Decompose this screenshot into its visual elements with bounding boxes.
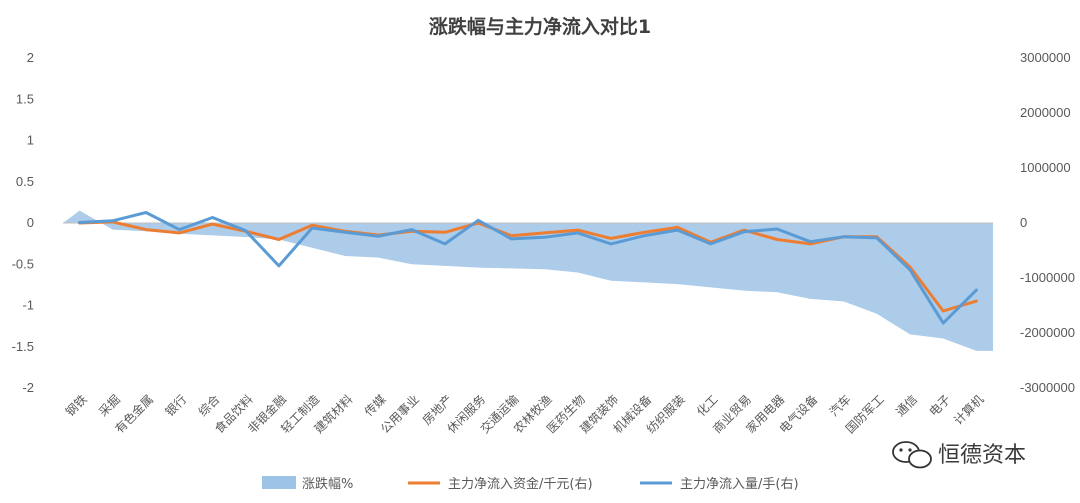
legend-label: 主力净流入量/手(右) xyxy=(680,477,799,492)
left-tick-label: 0.5 xyxy=(16,174,34,189)
chart-title: 涨跌幅与主力净流入对比1 xyxy=(429,15,651,38)
left-axis: 2 1.5 1 0.5 0 -0.5 -1 -1.5 -2 xyxy=(12,50,34,395)
category-label: 化工 xyxy=(694,392,721,419)
right-tick-label: -3000000 xyxy=(1020,380,1075,395)
watermark: 恒德资本 xyxy=(892,441,1026,469)
watermark-text: 恒德资本 xyxy=(938,443,1026,468)
right-tick-label: 2000000 xyxy=(1020,105,1071,120)
legend-item-inflow-volume: 主力净流入量/手(右) xyxy=(640,477,799,492)
legend-swatch xyxy=(262,476,296,489)
category-label: 银行 xyxy=(162,392,189,419)
category-label: 汽车 xyxy=(826,392,854,420)
category-label: 通信 xyxy=(893,392,920,419)
area-series-change-pct xyxy=(63,210,993,351)
plot-area xyxy=(63,210,993,351)
left-tick-label: 1.5 xyxy=(16,91,34,106)
wechat-icon xyxy=(892,441,932,469)
category-label: 采掘 xyxy=(95,392,123,420)
right-tick-label: 1000000 xyxy=(1020,160,1071,175)
line-series-inflow-volume xyxy=(78,211,978,325)
right-tick-label: 3000000 xyxy=(1020,50,1071,65)
category-label: 传媒 xyxy=(361,392,389,420)
category-label: 电子 xyxy=(926,392,953,419)
left-tick-label: -0.5 xyxy=(12,256,34,271)
category-label: 钢铁 xyxy=(63,392,90,419)
left-tick-label: 0 xyxy=(27,215,34,230)
right-tick-label: -2000000 xyxy=(1020,325,1075,340)
left-tick-label: 1 xyxy=(27,133,34,148)
right-tick-label: -1000000 xyxy=(1020,270,1075,285)
category-label: 综合 xyxy=(195,392,223,420)
category-label: 计算机 xyxy=(950,392,986,428)
left-tick-label: -2 xyxy=(22,380,34,395)
legend-label: 主力净流入资金/千元(右) xyxy=(448,476,593,492)
left-tick-label: -1 xyxy=(22,298,34,313)
legend: 涨跌幅% 主力净流入资金/千元(右) 主力净流入量/手(右) xyxy=(262,476,799,492)
right-tick-label: 0 xyxy=(1020,215,1027,230)
legend-item-inflow-capital: 主力净流入资金/千元(右) xyxy=(408,476,593,492)
legend-item-change-pct: 涨跌幅% xyxy=(262,476,353,492)
left-tick-label: 2 xyxy=(27,50,34,65)
legend-label: 涨跌幅% xyxy=(302,476,353,492)
right-axis: 3000000 2000000 1000000 0 -1000000 -2000000 -3… xyxy=(1020,50,1075,395)
left-tick-label: -1.5 xyxy=(12,339,34,354)
